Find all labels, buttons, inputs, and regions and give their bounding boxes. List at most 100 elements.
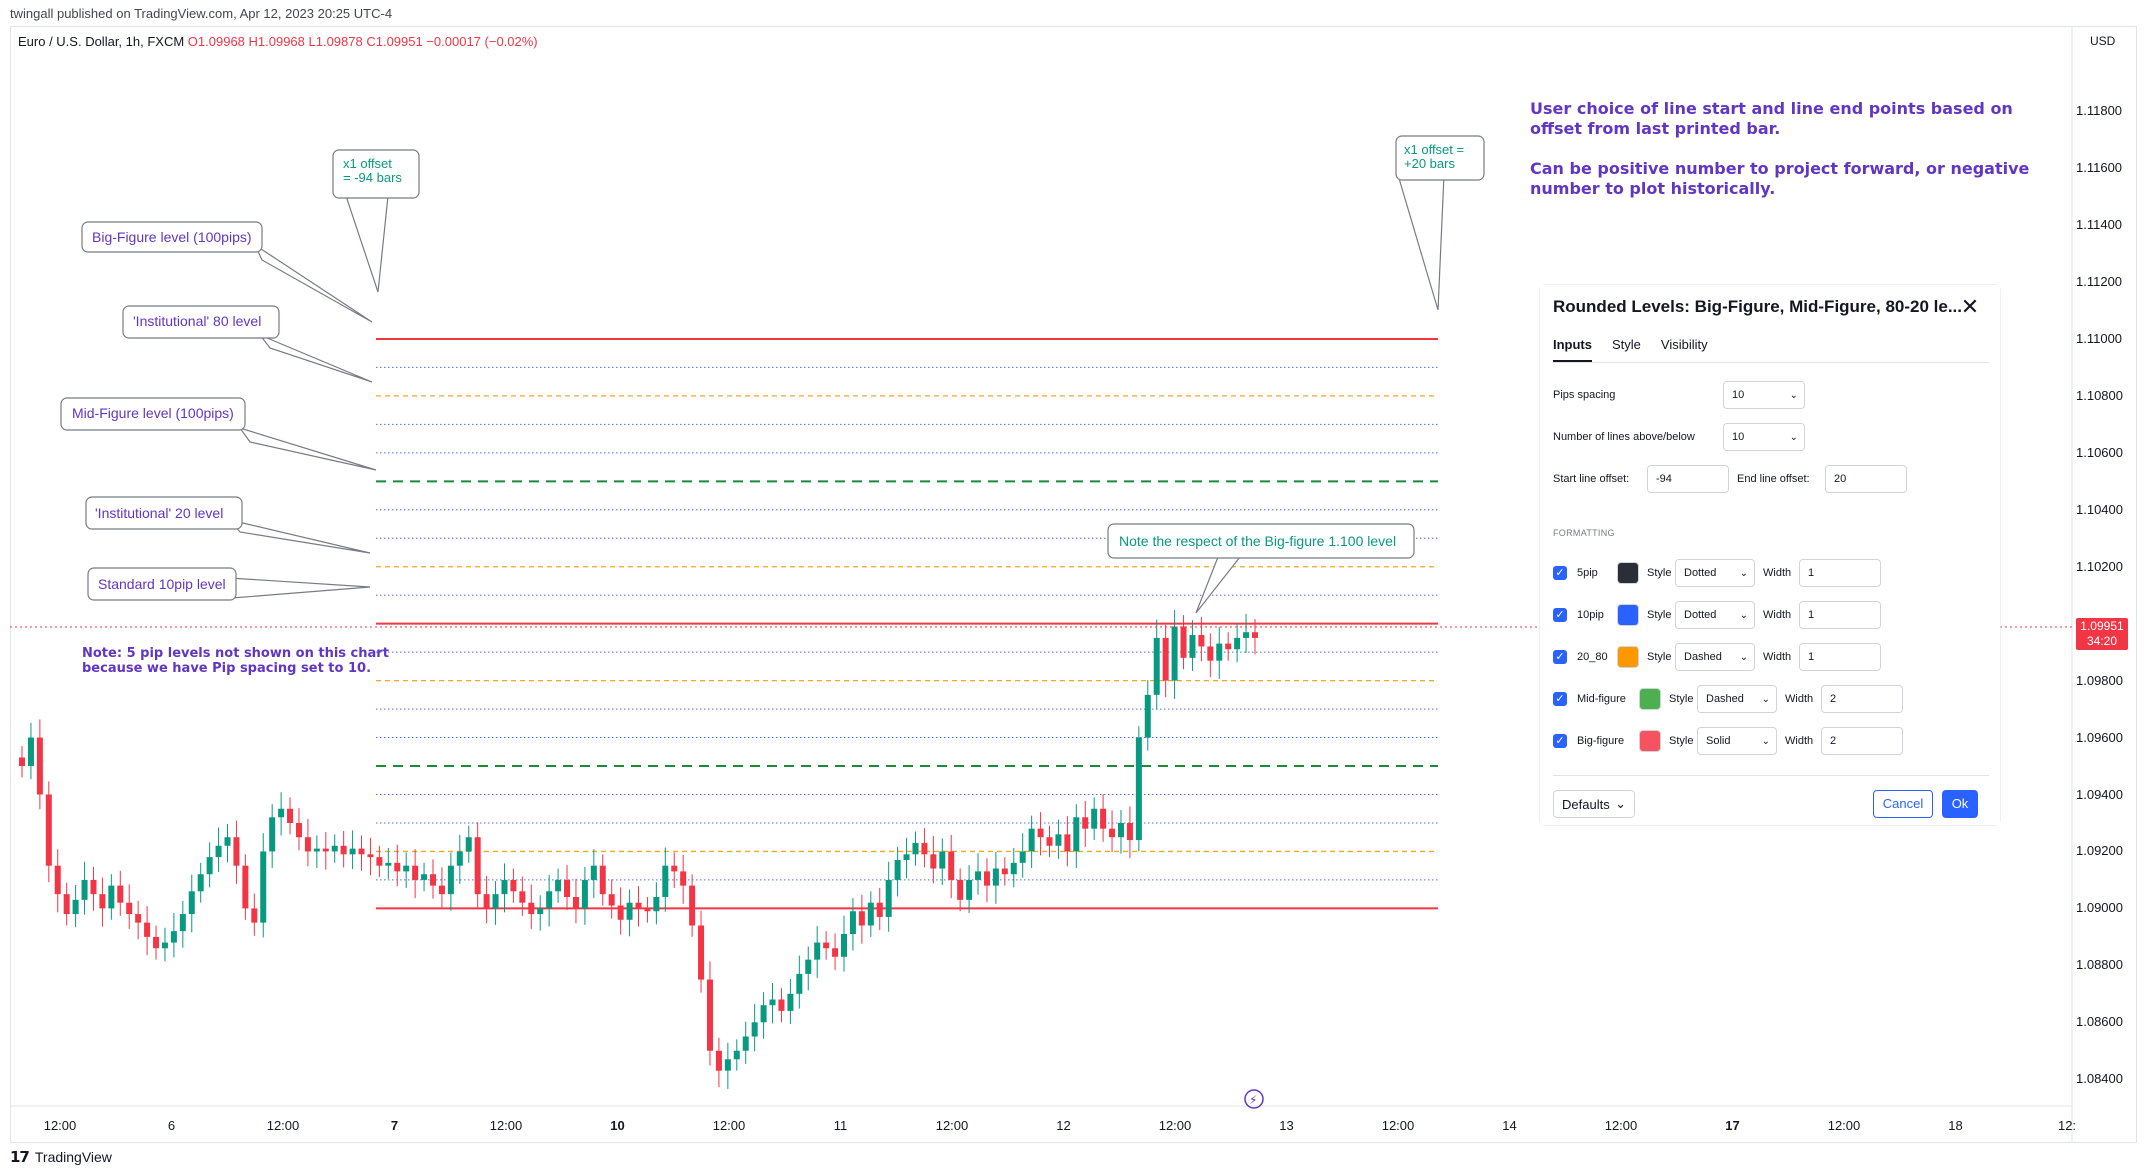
candle-down — [1037, 828, 1044, 838]
candle-down — [510, 879, 517, 892]
candle-down — [367, 854, 374, 858]
pips-spacing-label: Pips spacing — [1553, 389, 1616, 401]
line-style-select[interactable]: Solid ⌄ — [1697, 727, 1777, 755]
line-style-value: Solid — [1706, 735, 1731, 747]
candle-down — [876, 902, 883, 917]
brand-name: TradingView — [34, 1149, 112, 1165]
time-tick: 12:00 — [1604, 1118, 1638, 1133]
candle-up — [278, 808, 285, 818]
end-offset-input[interactable]: 20 — [1825, 465, 1907, 493]
candle-down — [644, 908, 651, 912]
standard-box — [87, 567, 237, 601]
color-swatch[interactable] — [1617, 604, 1639, 626]
line-style-select[interactable]: Dotted ⌄ — [1675, 559, 1755, 587]
candle-down — [153, 936, 160, 949]
time-tick: 17 — [1725, 1118, 1740, 1133]
tradingview-logo[interactable]: 𝟭𝟳 TradingView — [10, 1148, 112, 1166]
candle-up — [653, 897, 660, 912]
price-tick: 1.09400 — [2076, 786, 2123, 802]
candle-up — [849, 911, 856, 935]
time-tick: 7 — [390, 1118, 399, 1133]
line-width-value: 1 — [1808, 609, 1815, 621]
candle-up — [1189, 635, 1196, 658]
line-width-input[interactable]: 1 — [1799, 601, 1881, 629]
tab-style[interactable]: Style — [1612, 337, 1641, 352]
candle-down — [242, 865, 249, 909]
line-width-value: 2 — [1830, 735, 1837, 747]
line-width-input[interactable]: 2 — [1821, 727, 1903, 755]
time-tick: 12:00 — [266, 1118, 300, 1133]
color-swatch[interactable] — [1639, 730, 1661, 752]
mid-figure-box — [60, 397, 246, 431]
candle-down — [930, 854, 937, 869]
candle-up — [1117, 822, 1124, 838]
end-offset-callout[interactable]: x1 offset = +20 bars — [1404, 142, 1465, 171]
ok-button[interactable]: Ok — [1942, 790, 1978, 818]
candle-down — [322, 848, 329, 852]
checkbox-checked-icon[interactable]: ✓ — [1553, 692, 1567, 706]
candle-down — [117, 885, 124, 903]
respect-callout[interactable]: Note the respect of the Big-figure 1.100… — [1119, 533, 1397, 549]
price-tick: 1.08400 — [2076, 1071, 2123, 1087]
candle-up — [626, 902, 633, 920]
symbol-legend[interactable]: Euro / U.S. Dollar, 1h, FXCM O1.09968 H1… — [18, 34, 538, 49]
price-tick: 1.09600 — [2076, 729, 2123, 745]
checkbox-checked-icon[interactable]: ✓ — [1553, 608, 1567, 622]
num-lines-select[interactable]: 10 ⌄ — [1723, 423, 1805, 451]
candle-down — [572, 897, 579, 909]
start-offset-input[interactable]: -94 — [1647, 465, 1729, 493]
candle-down — [715, 1050, 722, 1071]
line-width-input[interactable]: 1 — [1799, 643, 1881, 671]
time-tick: 11 — [833, 1118, 848, 1133]
defaults-dropdown[interactable]: Defaults ⌄ — [1553, 790, 1635, 818]
candle-up — [885, 879, 892, 917]
candle-down — [1180, 626, 1187, 658]
price-tick: 1.11400 — [2076, 217, 2123, 233]
candle-down — [564, 879, 571, 898]
candle-up — [349, 848, 356, 855]
price-tick: 1.11000 — [2076, 330, 2123, 346]
tab-visibility[interactable]: Visibility — [1660, 337, 1708, 352]
candle-up — [161, 942, 168, 949]
checkbox-checked-icon[interactable]: ✓ — [1553, 650, 1567, 664]
standard-tail — [229, 577, 371, 599]
checkbox-checked-icon[interactable]: ✓ — [1553, 734, 1567, 748]
start-offset-callout[interactable]: x1 offset = -94 bars — [343, 156, 402, 185]
color-swatch[interactable] — [1617, 646, 1639, 668]
standard-callout[interactable]: Standard 10pip level — [98, 576, 226, 592]
line-width-input[interactable]: 2 — [1821, 685, 1903, 713]
color-swatch[interactable] — [1639, 688, 1661, 710]
color-swatch[interactable] — [1617, 562, 1639, 584]
big-figure-callout[interactable]: Big-Figure level (100pips) — [92, 229, 252, 245]
candle-up — [1153, 637, 1160, 695]
candle-up — [662, 865, 669, 898]
line-style-select[interactable]: Dotted ⌄ — [1675, 601, 1755, 629]
start-offset-tail — [345, 195, 389, 293]
line-width-input[interactable]: 1 — [1799, 559, 1881, 587]
candle-down — [1001, 868, 1008, 875]
cancel-button[interactable]: Cancel — [1873, 790, 1933, 818]
candle-up — [903, 854, 910, 860]
candle-up — [313, 848, 320, 852]
offset-row: Start line offset: -94 End line offset: … — [1553, 465, 1907, 493]
chart-pane[interactable] — [10, 26, 2137, 1143]
candle-up — [1243, 632, 1250, 638]
checkbox-checked-icon[interactable]: ✓ — [1553, 566, 1567, 580]
inst20-callout[interactable]: 'Institutional' 20 level — [95, 505, 224, 521]
candle-down — [251, 908, 258, 923]
pips-spacing-select[interactable]: 10 ⌄ — [1723, 381, 1805, 409]
price-tick: 1.08800 — [2076, 957, 2123, 973]
close-icon[interactable]: ✕ — [1960, 294, 1980, 319]
mid-figure-callout[interactable]: Mid-Figure level (100pips) — [72, 405, 234, 421]
width-label: Width — [1763, 609, 1792, 621]
candle-up — [188, 891, 195, 915]
line-style-select[interactable]: Dashed ⌄ — [1697, 685, 1777, 713]
format-row-big-figure: ✓ Big-figure Style Solid ⌄ Width 2 — [1553, 727, 1903, 755]
inst80-box — [122, 305, 280, 339]
line-style-select[interactable]: Dashed ⌄ — [1675, 643, 1755, 671]
inst80-callout[interactable]: 'Institutional' 80 level — [133, 313, 262, 329]
candle-up — [814, 942, 821, 960]
candle-down — [823, 942, 830, 949]
tab-inputs[interactable]: Inputs — [1553, 337, 1592, 362]
